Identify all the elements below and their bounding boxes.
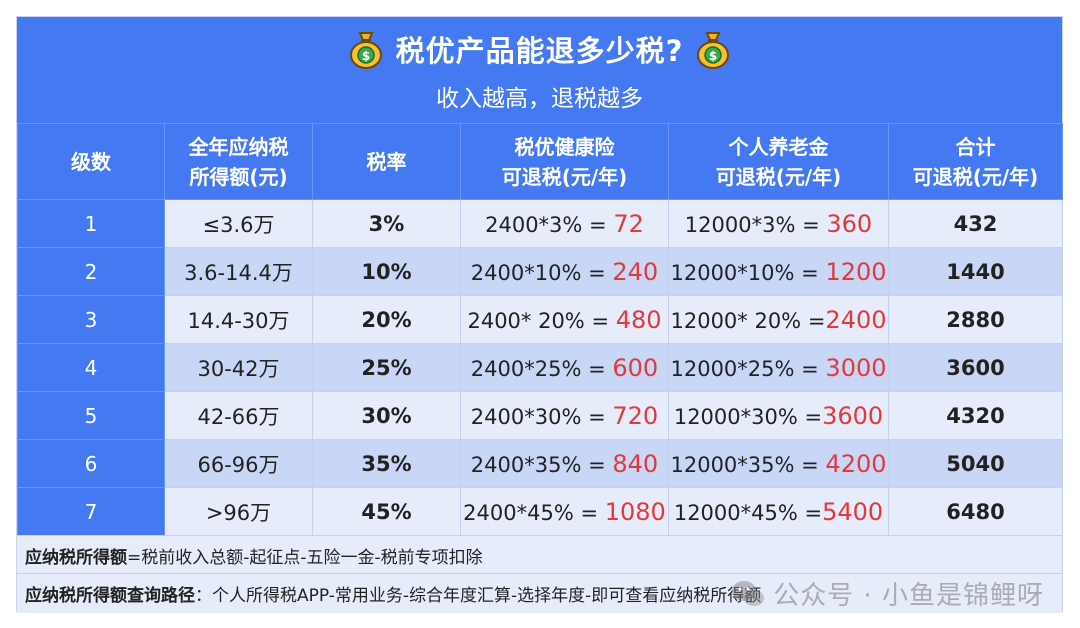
table-header-row: 级数 全年应纳税 所得额(元) 税率 税优健康险 可退税(元/年) 个人养老金 可退税… (17, 123, 1063, 200)
income-cell: 66-96万 (164, 439, 313, 488)
health-refund-cell: 2400*45% = 1080 (460, 487, 669, 536)
table-row: 2 3.6-14.4万 10% 2400*10% = 240 12000*10%… (17, 247, 1063, 296)
level-cell: 7 (17, 487, 165, 536)
column-header: 税率 (312, 123, 461, 200)
table-row: 6 66-96万 35% 2400*35% = 840 12000*35% = … (17, 439, 1063, 488)
wechat-icon (732, 580, 765, 606)
watermark: 公众号 · 小鱼是锦鲤呀 (731, 575, 1044, 612)
level-cell: 3 (17, 295, 165, 344)
query-path-text: ：个人所得税APP-常用业务-综合年度汇算-选择年度-即可查看应纳税所得额 (195, 586, 762, 606)
pension-refund-cell: 12000*25% = 3000 (668, 343, 889, 392)
income-cell: 14.4-30万 (164, 295, 313, 344)
page-title: 税优产品能退多少税? (395, 34, 684, 68)
tax-table: 级数 全年应纳税 所得额(元) 税率 税优健康险 可退税(元/年) 个人养老金 可退税… (17, 123, 1063, 536)
health-refund-cell: 2400*25% = 600 (460, 343, 669, 392)
rate-cell: 3% (312, 199, 461, 248)
page-subtitle: 收入越高，退税越多 (436, 86, 643, 112)
rate-cell: 45% (312, 487, 461, 536)
column-header: 级数 (17, 123, 165, 200)
money-bag-icon: $ (697, 32, 730, 69)
level-cell: 1 (17, 199, 165, 248)
health-refund-cell: 2400*35% = 840 (460, 439, 669, 488)
query-path-label: 应纳税所得额查询路径 (25, 586, 195, 606)
income-cell: ≤3.6万 (164, 199, 313, 248)
column-header: 个人养老金 可退税(元/年) (668, 123, 889, 200)
table-row: 5 42-66万 30% 2400*30% = 720 12000*30% =3… (17, 391, 1063, 440)
total-cell: 6480 (888, 487, 1063, 536)
column-header: 全年应纳税 所得额(元) (164, 123, 313, 200)
rate-cell: 25% (312, 343, 461, 392)
column-header: 税优健康险 可退税(元/年) (460, 123, 669, 200)
table-row: 7 >96万 45% 2400*45% = 1080 12000*45% =54… (17, 487, 1063, 536)
total-cell: 1440 (888, 247, 1063, 296)
pension-refund-cell: 12000*10% = 1200 (668, 247, 889, 296)
rate-cell: 30% (312, 391, 461, 440)
health-refund-cell: 2400* 20% = 480 (460, 295, 669, 344)
pension-refund-cell: 12000*3% = 360 (668, 199, 889, 248)
svg-text:$: $ (361, 49, 369, 63)
table-row: 1 ≤3.6万 3% 2400*3% = 72 12000*3% = 360 4… (17, 199, 1063, 248)
definition-note: 应纳税所得额 =税前收入总额-起征点-五险一金-税前专项扣除 (17, 535, 1062, 575)
svg-text:$: $ (709, 49, 717, 63)
level-cell: 6 (17, 439, 165, 488)
definition-label: 应纳税所得额 (25, 548, 127, 568)
tax-refund-card: $ 税优产品能退多少税? $ 收入越高，退税越多 级数 全年应纳税 (16, 16, 1063, 613)
income-cell: 42-66万 (164, 391, 313, 440)
pension-refund-cell: 12000* 20% =2400 (668, 295, 889, 344)
table-row: 4 30-42万 25% 2400*25% = 600 12000*25% = … (17, 343, 1063, 392)
level-cell: 5 (17, 391, 165, 440)
pension-refund-cell: 12000*30% =3600 (668, 391, 889, 440)
income-cell: >96万 (164, 487, 313, 536)
health-refund-cell: 2400*10% = 240 (460, 247, 669, 296)
income-cell: 30-42万 (164, 343, 313, 392)
health-refund-cell: 2400*30% = 720 (460, 391, 669, 440)
health-refund-cell: 2400*3% = 72 (460, 199, 669, 248)
header-banner: $ 税优产品能退多少税? $ 收入越高，退税越多 (17, 17, 1062, 123)
level-cell: 4 (17, 343, 165, 392)
rate-cell: 20% (312, 295, 461, 344)
income-cell: 3.6-14.4万 (164, 247, 313, 296)
total-cell: 432 (888, 199, 1063, 248)
total-cell: 2880 (888, 295, 1063, 344)
watermark-text: 公众号 · 小鱼是锦鲤呀 (773, 581, 1044, 611)
title-row: $ 税优产品能退多少税? $ (17, 27, 1062, 71)
pension-refund-cell: 12000*45% =5400 (668, 487, 889, 536)
level-cell: 2 (17, 247, 165, 296)
total-cell: 4320 (888, 391, 1063, 440)
total-cell: 3600 (888, 343, 1063, 392)
money-bag-icon: $ (349, 32, 382, 69)
table-row: 3 14.4-30万 20% 2400* 20% = 480 12000* 20… (17, 295, 1063, 344)
definition-text: =税前收入总额-起征点-五险一金-税前专项扣除 (127, 548, 483, 568)
total-cell: 5040 (888, 439, 1063, 488)
rate-cell: 35% (312, 439, 461, 488)
pension-refund-cell: 12000*35% = 4200 (668, 439, 889, 488)
column-header: 合计 可退税(元/年) (888, 123, 1063, 200)
rate-cell: 10% (312, 247, 461, 296)
query-path-note: 应纳税所得额查询路径 ：个人所得税APP-常用业务-综合年度汇算-选择年度-即可查… (17, 573, 1062, 613)
